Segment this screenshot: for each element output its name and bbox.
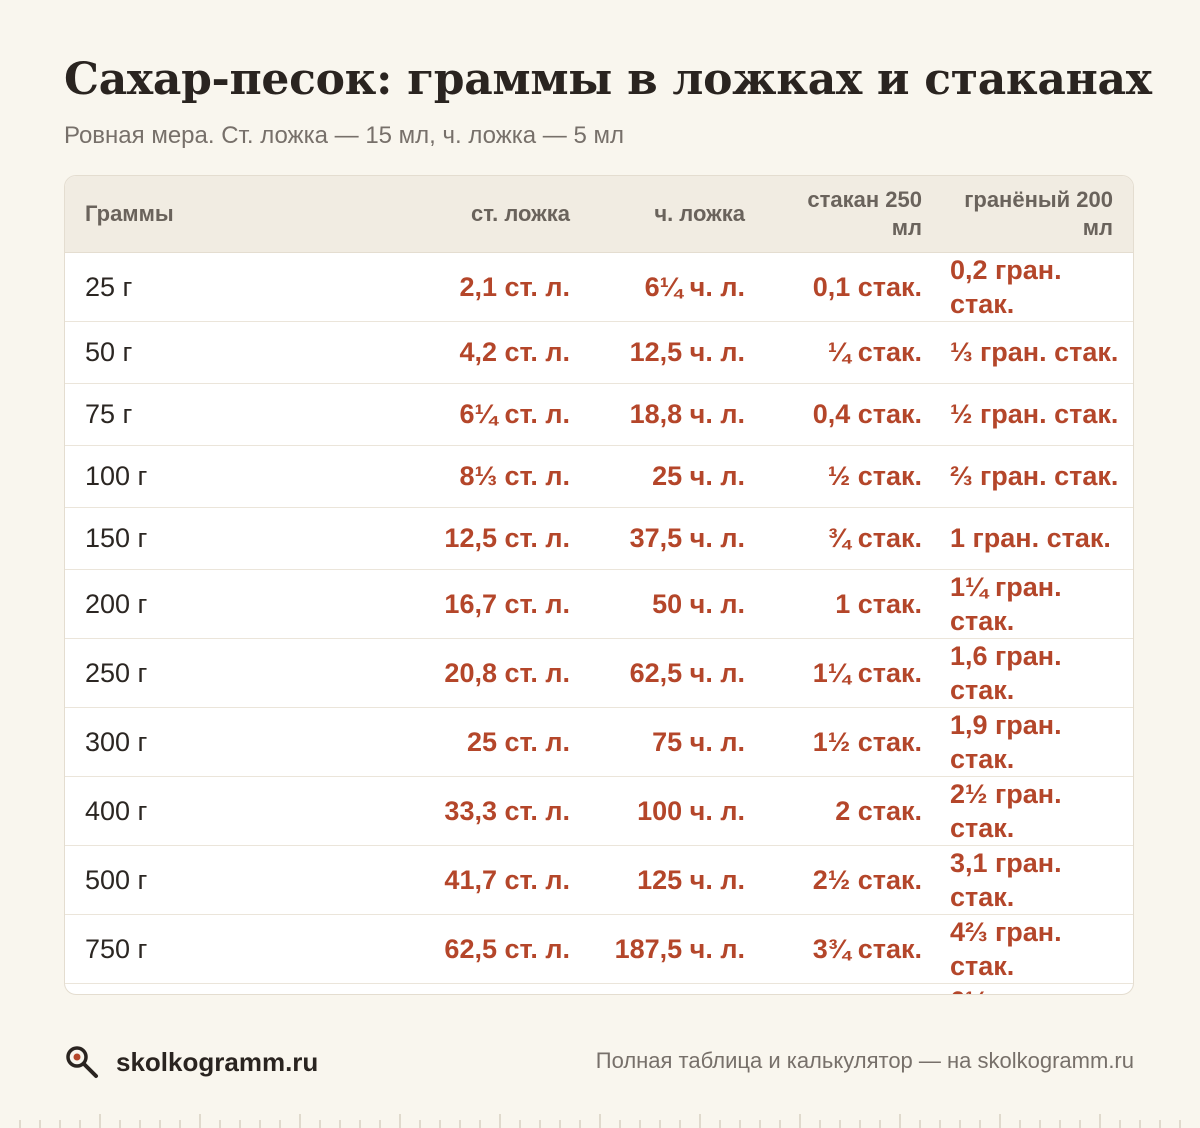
cell-cup-250: 2½ стак. bbox=[765, 844, 942, 914]
cell-grams: 1000 г bbox=[65, 982, 415, 994]
brand-name: skolkogramm.ru bbox=[116, 1046, 319, 1077]
cell-faceted-glass-200: 1 гран. стак. bbox=[942, 506, 1133, 569]
cell-tablespoon: 33,3 ст. л. bbox=[415, 775, 590, 845]
cell-tablespoon: 16,7 ст. л. bbox=[415, 568, 590, 638]
cell-cup-250: 1 стак. bbox=[765, 568, 942, 638]
cell-tablespoon: 12,5 ст. л. bbox=[415, 506, 590, 569]
cell-tablespoon: 2,1 ст. л. bbox=[459, 271, 570, 302]
cell-teaspoon: 6¼ ч. л. bbox=[644, 271, 745, 302]
cell-grams: 25 г bbox=[85, 271, 133, 302]
column-header-tablespoon: ст. ложка bbox=[415, 176, 590, 253]
column-header-teaspoon: ч. ложка bbox=[590, 176, 765, 253]
cell-faceted-glass-200: 3,1 гран. стак. bbox=[942, 844, 1133, 914]
cell-cup-250: 0,1 стак. bbox=[812, 271, 922, 302]
cell-cup-250: 0,4 стак. bbox=[765, 382, 942, 445]
cell-cup-250: ½ стак. bbox=[765, 444, 942, 507]
table-row: 1000 г83,3 ст. л.250 ч. л.5 стак.6¼ гран… bbox=[65, 982, 1133, 994]
cell-tablespoon: 83,3 ст. л. bbox=[415, 982, 590, 994]
cell-faceted-glass-200: 1,6 гран. стак. bbox=[942, 637, 1133, 707]
table-header-row: Граммы ст. ложка ч. ложка стакан 250 мл … bbox=[65, 176, 1133, 253]
table-row: 500 г 41,7 ст. л. 125 ч. л. 2½ стак. 3,1 гра… bbox=[65, 844, 1133, 914]
table-row: 25 г 2,1 ст. л. 6¼ ч. л. 0,1 стак. 0,2 гран.… bbox=[65, 252, 1133, 321]
table-body: 25 г 2,1 ст. л. 6¼ ч. л. 0,1 стак. 0,2 гран.… bbox=[65, 252, 1133, 994]
cell-teaspoon: 25 ч. л. bbox=[590, 444, 765, 507]
table-row: 150 г 12,5 ст. л. 37,5 ч. л. ¾ стак. 1 гран.… bbox=[65, 506, 1133, 569]
cell-faceted-glass-200: ½ гран. стак. bbox=[942, 382, 1133, 445]
table-row: 750 г 62,5 ст. л. 187,5 ч. л. 3¾ стак. 4⅔ гр… bbox=[65, 913, 1133, 983]
cell-faceted-glass-200: 1¼ гран. стак. bbox=[942, 568, 1133, 638]
cell-teaspoon: 37,5 ч. л. bbox=[590, 506, 765, 569]
cell-faceted-glass-200: 4⅔ гран. стак. bbox=[942, 913, 1133, 983]
cell-grams: 75 г bbox=[65, 382, 415, 445]
cell-tablespoon: 4,2 ст. л. bbox=[415, 320, 590, 383]
cell-faceted-glass-200: 0,2 гран. стак. bbox=[950, 254, 1062, 319]
cell-cup-250: 1½ стак. bbox=[765, 706, 942, 776]
cell-tablespoon: 41,7 ст. л. bbox=[415, 844, 590, 914]
table-row: 250 г 20,8 ст. л. 62,5 ч. л. 1¼ стак. 1,6 гр… bbox=[65, 637, 1133, 707]
cell-cup-250: 5 стак. bbox=[765, 982, 942, 994]
cell-teaspoon: 50 ч. л. bbox=[590, 568, 765, 638]
cell-grams: 250 г bbox=[65, 637, 415, 707]
table-row: 50 г 4,2 ст. л. 12,5 ч. л. ¼ стак. ⅓ гран. с… bbox=[65, 320, 1133, 383]
cell-cup-250: 2 стак. bbox=[765, 775, 942, 845]
cell-teaspoon: 62,5 ч. л. bbox=[590, 637, 765, 707]
cell-teaspoon: 187,5 ч. л. bbox=[590, 913, 765, 983]
cell-cup-250: ¼ стак. bbox=[765, 320, 942, 383]
cell-grams: 150 г bbox=[65, 506, 415, 569]
table-row: 200 г 16,7 ст. л. 50 ч. л. 1 стак. 1¼ гран. … bbox=[65, 568, 1133, 638]
cell-faceted-glass-200: ⅓ гран. стак. bbox=[942, 320, 1133, 383]
column-header-cup-250: стакан 250 мл bbox=[765, 176, 942, 253]
cell-grams: 50 г bbox=[65, 320, 415, 383]
table-row: 400 г 33,3 ст. л. 100 ч. л. 2 стак. 2½ гран.… bbox=[65, 775, 1133, 845]
table-row: 300 г 25 ст. л. 75 ч. л. 1½ стак. 1,9 гран. … bbox=[65, 706, 1133, 776]
cell-tablespoon: 20,8 ст. л. bbox=[415, 637, 590, 707]
conversion-table-card: Граммы ст. ложка ч. ложка стакан 250 мл … bbox=[64, 175, 1134, 995]
page-subtitle: Ровная мера. Ст. ложка — 15 мл, ч. ложка… bbox=[64, 122, 624, 149]
cell-grams: 200 г bbox=[65, 568, 415, 638]
cell-teaspoon: 75 ч. л. bbox=[590, 706, 765, 776]
column-header-grams: Граммы bbox=[65, 176, 415, 253]
cell-grams: 500 г bbox=[65, 844, 415, 914]
cell-faceted-glass-200: ⅔ гран. стак. bbox=[942, 444, 1133, 507]
table-row: 100 г 8⅓ ст. л. 25 ч. л. ½ стак. ⅔ гран. ста… bbox=[65, 444, 1133, 507]
cell-tablespoon: 6¼ ст. л. bbox=[415, 382, 590, 445]
cell-teaspoon: 100 ч. л. bbox=[590, 775, 765, 845]
column-header-faceted-glass-200: гранёный 200 мл bbox=[942, 176, 1133, 253]
table-row: 75 г 6¼ ст. л. 18,8 ч. л. 0,4 стак. ½ гран. … bbox=[65, 382, 1133, 445]
footer-note: Полная таблица и калькулятор — на skolko… bbox=[595, 1048, 1134, 1073]
cell-teaspoon: 18,8 ч. л. bbox=[590, 382, 765, 445]
cell-teaspoon: 12,5 ч. л. bbox=[590, 320, 765, 383]
cell-faceted-glass-200: 1,9 гран. стак. bbox=[942, 706, 1133, 776]
cell-grams: 100 г bbox=[65, 444, 415, 507]
cell-tablespoon: 62,5 ст. л. bbox=[415, 913, 590, 983]
cell-grams: 750 г bbox=[65, 913, 415, 983]
cell-faceted-glass-200: 6¼ гран. стак. bbox=[942, 982, 1133, 994]
page-title: Сахар-песок: граммы в ложках и стаканах bbox=[64, 54, 1152, 105]
cell-cup-250: 1¼ стак. bbox=[765, 637, 942, 707]
cell-cup-250: 3¾ стак. bbox=[765, 913, 942, 983]
ruler-decoration bbox=[19, 1114, 1181, 1128]
cell-tablespoon: 25 ст. л. bbox=[415, 706, 590, 776]
magnifier-icon bbox=[64, 1044, 100, 1080]
cell-tablespoon: 8⅓ ст. л. bbox=[415, 444, 590, 507]
footer-brand[interactable]: skolkogramm.ru bbox=[64, 1044, 318, 1080]
cell-grams: 400 г bbox=[65, 775, 415, 845]
cell-teaspoon: 125 ч. л. bbox=[590, 844, 765, 914]
cell-cup-250: ¾ стак. bbox=[765, 506, 942, 569]
cell-faceted-glass-200: 2½ гран. стак. bbox=[942, 775, 1133, 845]
cell-grams: 300 г bbox=[65, 706, 415, 776]
cell-teaspoon: 250 ч. л. bbox=[590, 982, 765, 994]
conversion-table: Граммы ст. ложка ч. ложка стакан 250 мл … bbox=[65, 176, 1133, 994]
